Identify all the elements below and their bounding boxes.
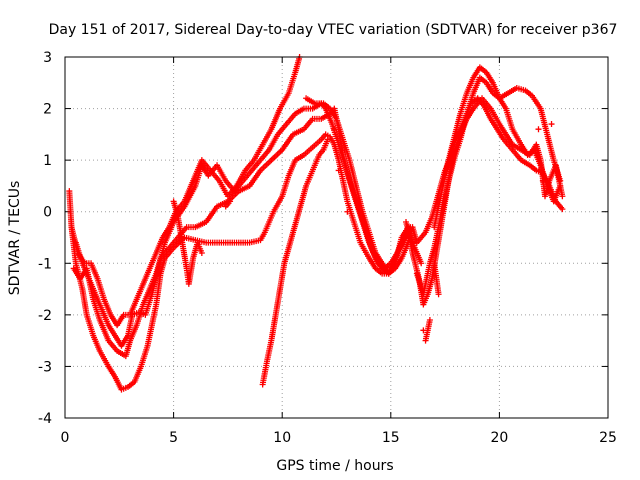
- data-point: [420, 327, 427, 334]
- x-tick-label: 20: [490, 430, 508, 446]
- y-tick-labels: -4 -3 -2 -1 0 1 2 3: [38, 50, 52, 427]
- x-tick-label: 25: [599, 430, 617, 446]
- y-tick-label: -3: [38, 359, 52, 375]
- data-series: [68, 54, 564, 344]
- data-point: [559, 193, 566, 200]
- data-series: [66, 95, 566, 393]
- grid: [65, 57, 608, 418]
- y-tick-label: -1: [38, 256, 52, 272]
- data-point: [335, 167, 342, 174]
- x-tick-label: 10: [273, 430, 291, 446]
- data-point: [227, 198, 234, 205]
- y-axis-title: SDTVAR / TECUs: [7, 181, 23, 296]
- data-point: [535, 126, 542, 133]
- data-point: [426, 317, 433, 324]
- data-point: [344, 208, 351, 215]
- data-series: [170, 121, 555, 334]
- data-points: [66, 54, 566, 393]
- x-tick-label: 15: [382, 430, 400, 446]
- data-series: [70, 95, 566, 360]
- x-tick-label: 5: [169, 430, 178, 446]
- x-tick-label: 0: [61, 430, 70, 446]
- data-point: [539, 177, 546, 184]
- y-tick-label: 3: [43, 50, 52, 66]
- y-tick-label: -4: [38, 411, 52, 427]
- x-axis-title: GPS time / hours: [276, 458, 393, 474]
- data-point: [418, 260, 425, 267]
- data-point: [557, 177, 564, 184]
- data-point: [407, 234, 414, 241]
- data-series: [259, 136, 331, 388]
- data-point: [559, 206, 566, 213]
- y-tick-label: 0: [43, 205, 52, 221]
- data-point: [557, 182, 564, 189]
- chart-title: Day 151 of 2017, Sidereal Day-to-day VTE…: [49, 22, 618, 38]
- data-point: [548, 121, 555, 128]
- data-point: [331, 126, 338, 133]
- y-tick-label: 2: [43, 102, 52, 118]
- y-tick-label: -2: [38, 308, 52, 324]
- data-point: [198, 249, 205, 256]
- x-tick-labels: 0 5 10 15 20 25: [61, 430, 617, 446]
- y-tick-label: 1: [43, 153, 52, 169]
- data-series: [72, 74, 564, 349]
- data-point: [435, 291, 442, 298]
- data-point: [324, 136, 331, 143]
- plot-frame: [64, 56, 609, 419]
